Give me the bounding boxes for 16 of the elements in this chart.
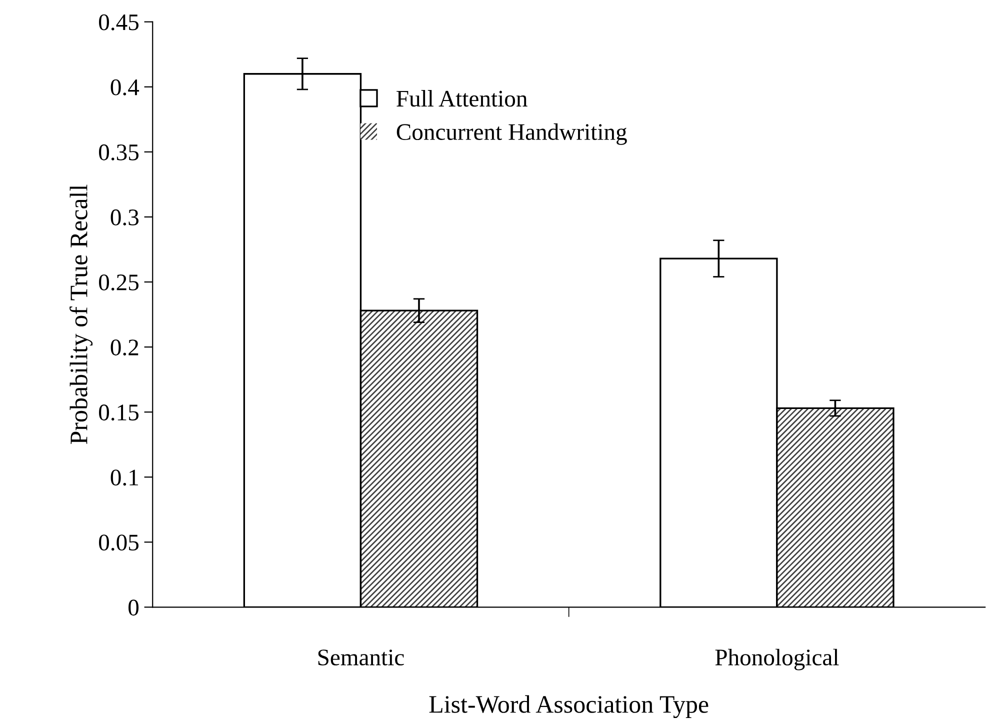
y-axis-title: Probability of True Recall xyxy=(70,184,93,444)
y-tick-label: 0.3 xyxy=(110,209,138,226)
y-tick-label: 0.1 xyxy=(110,470,138,486)
x-tick-label: Phonological xyxy=(715,648,839,670)
y-tick-label: 0.05 xyxy=(99,534,138,551)
legend-label: Full Attention xyxy=(396,90,528,107)
x-tick-label: Semantic xyxy=(318,650,404,666)
y-tick-label: 0.4 xyxy=(110,79,140,96)
y-tick-label: 0 xyxy=(128,600,139,616)
y-tick-label: 0.15 xyxy=(99,404,138,421)
x-axis-title: List-Word Association Type xyxy=(429,695,708,718)
legend-label: Concurrent Handwriting xyxy=(396,123,627,145)
y-tick-label: 0.35 xyxy=(99,144,138,160)
y-tick-label: 0.25 xyxy=(99,274,138,291)
y-tick-label: 0.2 xyxy=(110,340,138,356)
y-tick-label: 0.45 xyxy=(99,14,138,30)
